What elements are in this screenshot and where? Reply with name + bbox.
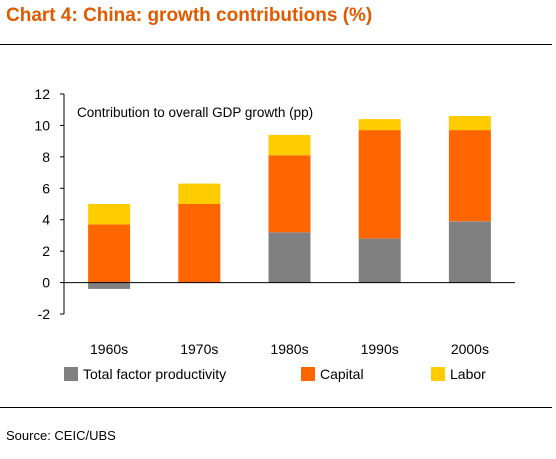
y-tick-label: 10 bbox=[34, 117, 50, 133]
x-tick-label: 1980s bbox=[270, 341, 308, 357]
title-rule bbox=[0, 44, 552, 45]
bar-1960s-series-1 bbox=[88, 224, 131, 283]
chart: 1960s 1970s 1980s 1990s 2000s -2 0 2 4 6 8 10 12 Con… bbox=[34, 86, 515, 382]
y-tick-label: -2 bbox=[38, 306, 51, 322]
legend-swatch bbox=[431, 367, 445, 381]
y-tick-label: 6 bbox=[42, 180, 50, 196]
bar-1990s-series-2 bbox=[358, 119, 401, 131]
bar-1990s-series-1 bbox=[358, 130, 401, 239]
bar-1970s-series-1 bbox=[178, 204, 221, 283]
x-tick-label: 1970s bbox=[180, 341, 218, 357]
source-note: Source: CEIC/UBS bbox=[6, 428, 116, 443]
bars-layer bbox=[88, 116, 491, 289]
bar-1990s-series-0 bbox=[358, 238, 401, 283]
bar-2000s-series-1 bbox=[448, 130, 491, 222]
x-tick-label: 2000s bbox=[451, 341, 489, 357]
y-tick-label: 8 bbox=[42, 149, 50, 165]
bar-1980s-series-0 bbox=[268, 232, 311, 283]
bar-1960s-series-2 bbox=[88, 204, 131, 225]
x-tick-label: 1960s bbox=[90, 341, 128, 357]
legend: Total factor productivity Capital Labor bbox=[64, 366, 486, 382]
source-rule bbox=[0, 407, 552, 408]
bar-1980s-series-1 bbox=[268, 155, 311, 233]
bar-1980s-series-2 bbox=[268, 134, 311, 156]
chart-title: Chart 4: China: growth contributions (%) bbox=[6, 5, 373, 26]
axes-layer: 1960s 1970s 1980s 1990s 2000s -2 0 2 4 6 8 10 12 bbox=[34, 86, 515, 357]
chart-annotation: Contribution to overall GDP growth (pp) bbox=[77, 105, 313, 120]
legend-label: Capital bbox=[320, 366, 364, 382]
legend-label: Labor bbox=[450, 366, 486, 382]
y-tick-label: 12 bbox=[34, 86, 50, 102]
x-tick-label: 1990s bbox=[361, 341, 399, 357]
bar-2000s-series-0 bbox=[448, 221, 491, 283]
legend-label: Total factor productivity bbox=[83, 366, 226, 382]
bar-2000s-series-2 bbox=[448, 116, 491, 131]
legend-swatch bbox=[301, 367, 315, 381]
bar-1970s-series-2 bbox=[178, 183, 221, 204]
bar-1960s-series-0 bbox=[88, 282, 131, 289]
y-tick-label: 2 bbox=[42, 243, 50, 259]
y-tick-label: 4 bbox=[42, 212, 50, 228]
legend-swatch bbox=[64, 367, 78, 381]
y-tick-label: 0 bbox=[42, 275, 50, 291]
